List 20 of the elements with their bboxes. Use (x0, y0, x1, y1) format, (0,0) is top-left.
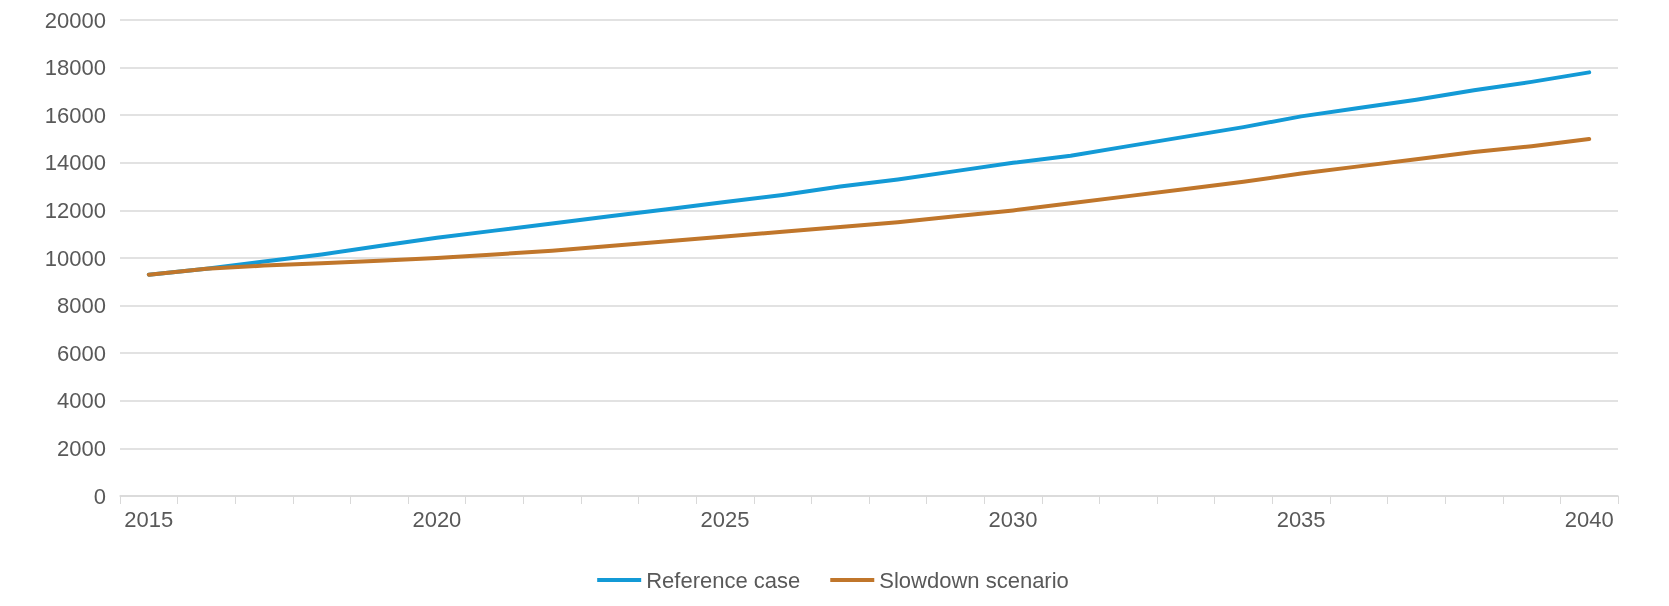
x-tick-label: 2040 (1564, 506, 1614, 532)
y-tick-label: 16000 (44, 102, 106, 128)
y-tick-label: 6000 (57, 340, 106, 366)
y-tick-label: 14000 (44, 150, 106, 176)
y-tick-label: 8000 (57, 293, 106, 319)
y-tick-label: 20000 (44, 7, 106, 33)
x-tick-label: 2020 (412, 506, 462, 532)
y-tick-label: 12000 (44, 197, 106, 223)
y-tick-label: 4000 (57, 388, 106, 414)
line-series (146, 137, 1592, 277)
y-tick-label: 18000 (44, 55, 106, 81)
x-tick-label: 2025 (700, 506, 750, 532)
y-tick-label: 2000 (57, 435, 106, 461)
x-tick-label: 2015 (124, 506, 174, 532)
x-tick-label: 2035 (1276, 506, 1326, 532)
x-tick-label: 2030 (988, 506, 1038, 532)
legend-label: Reference case (646, 567, 801, 593)
y-tick-label: 10000 (44, 245, 106, 271)
y-tick-label: 0 (93, 483, 106, 509)
legend-label: Slowdown scenario (879, 567, 1069, 593)
